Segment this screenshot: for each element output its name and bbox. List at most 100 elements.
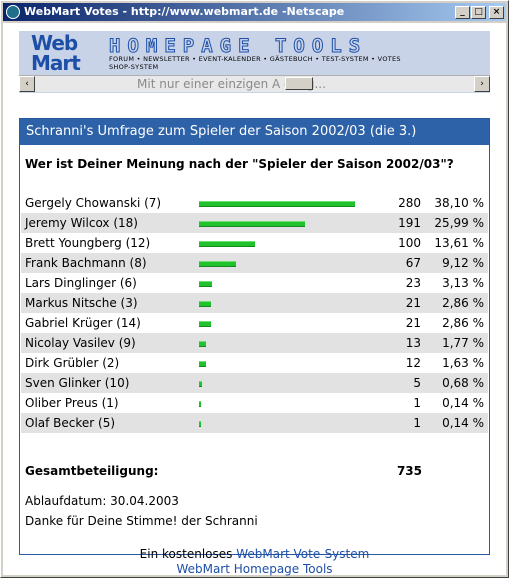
vote-percent: 25,99 % bbox=[434, 216, 484, 230]
footer: Ein kostenloses WebMart Vote-System WebM… bbox=[20, 547, 489, 577]
scroll-right-button[interactable]: › bbox=[474, 76, 490, 92]
option-label: Markus Nitsche (3) bbox=[25, 296, 138, 310]
logo-line-1: Web bbox=[31, 31, 78, 55]
bar-track bbox=[199, 193, 359, 213]
vote-percent: 0,68 % bbox=[442, 376, 484, 390]
vote-percent: 2,86 % bbox=[442, 296, 484, 310]
footer-prefix: Ein kostenloses bbox=[139, 547, 237, 561]
vote-count: 21 bbox=[405, 316, 421, 330]
result-bar bbox=[199, 421, 201, 427]
result-bar bbox=[199, 381, 202, 387]
result-row: Oliber Preus (1) 1 0,14 % bbox=[21, 393, 488, 413]
vote-percent: 9,12 % bbox=[442, 256, 484, 270]
minimize-button[interactable]: _ bbox=[455, 6, 470, 19]
option-label: Gergely Chowanski (7) bbox=[25, 196, 162, 210]
bar-track bbox=[199, 333, 359, 353]
result-bar bbox=[199, 221, 305, 227]
result-row: Sven Glinker (10) 5 0,68 % bbox=[21, 373, 488, 393]
scroll-left-button[interactable]: ‹ bbox=[19, 76, 35, 92]
window-title: WebMart Votes - http://www.webmart.de -N… bbox=[24, 5, 345, 18]
option-label: Gabriel Krüger (14) bbox=[25, 316, 141, 330]
option-label: Frank Bachmann (8) bbox=[25, 256, 147, 270]
result-bar bbox=[199, 401, 201, 407]
bar-track bbox=[199, 413, 359, 433]
vote-count: 23 bbox=[405, 276, 421, 290]
vote-count: 191 bbox=[398, 216, 421, 230]
option-label: Olaf Becker (5) bbox=[25, 416, 116, 430]
homepage-tools-link[interactable]: WebMart Homepage Tools bbox=[176, 562, 333, 576]
thanks-message: Danke für Deine Stimme! der Schranni bbox=[25, 514, 258, 528]
expiry-date: Ablaufdatum: 30.04.2003 bbox=[25, 494, 179, 508]
total-value: 735 bbox=[396, 464, 422, 478]
result-row: Dirk Grübler (2) 12 1,63 % bbox=[21, 353, 488, 373]
result-bar bbox=[199, 201, 355, 207]
banner-menu-line-2: SHOP-SYSTEM bbox=[109, 63, 159, 71]
vote-system-link[interactable]: WebMart Vote-System bbox=[236, 547, 370, 561]
result-row: Lars Dinglinger (6) 23 3,13 % bbox=[21, 273, 488, 293]
bar-track bbox=[199, 233, 359, 253]
webmart-banner: Web Mart HOMEPAGE TOOLS FORUM • NEWSLETT… bbox=[19, 31, 490, 93]
poll-header: Schranni's Umfrage zum Spieler der Saiso… bbox=[20, 119, 489, 145]
vote-count: 12 bbox=[405, 356, 421, 370]
marquee-scrollbar[interactable]: ‹ Mit nur einer einzigen A dung... › bbox=[19, 75, 490, 92]
result-bar bbox=[199, 341, 206, 347]
result-bar bbox=[199, 361, 206, 367]
bar-track bbox=[199, 353, 359, 373]
bar-track bbox=[199, 273, 359, 293]
vote-percent: 1,63 % bbox=[442, 356, 484, 370]
poll-total: Gesamtbeteiligung: 735 bbox=[25, 462, 490, 480]
close-button[interactable]: × bbox=[489, 6, 504, 19]
vote-count: 1 bbox=[413, 416, 421, 430]
result-row: Frank Bachmann (8) 67 9,12 % bbox=[21, 253, 488, 273]
vote-percent: 3,13 % bbox=[442, 276, 484, 290]
vote-count: 21 bbox=[405, 296, 421, 310]
maximize-button[interactable]: □ bbox=[471, 6, 486, 19]
vote-percent: 0,14 % bbox=[442, 396, 484, 410]
result-bar bbox=[199, 241, 255, 247]
vote-percent: 2,86 % bbox=[442, 316, 484, 330]
result-row: Olaf Becker (5) 1 0,14 % bbox=[21, 413, 488, 433]
logo-line-2: Mart bbox=[31, 51, 81, 75]
vote-percent: 1,77 % bbox=[442, 336, 484, 350]
result-bar bbox=[199, 301, 211, 307]
vote-count: 280 bbox=[398, 196, 421, 210]
option-label: Jeremy Wilcox (18) bbox=[25, 216, 138, 230]
poll-results: Gergely Chowanski (7) 280 38,10 % Jeremy Wi… bbox=[21, 193, 488, 433]
option-label: Lars Dinglinger (6) bbox=[25, 276, 137, 290]
vote-count: 1 bbox=[413, 396, 421, 410]
poll-panel: Schranni's Umfrage zum Spieler der Saiso… bbox=[19, 118, 490, 576]
homepage-tools-heading: HOMEPAGE TOOLS bbox=[108, 35, 368, 58]
webmart-logo[interactable]: Web Mart bbox=[31, 33, 95, 77]
marquee-text: Mit nur einer einzigen A dung... bbox=[137, 77, 326, 91]
bar-track bbox=[199, 313, 359, 333]
result-row: Markus Nitsche (3) 21 2,86 % bbox=[21, 293, 488, 313]
option-label: Brett Youngberg (12) bbox=[25, 236, 151, 250]
title-bar: WebMart Votes - http://www.webmart.de -N… bbox=[3, 3, 506, 21]
result-row: Jeremy Wilcox (18) 191 25,99 % bbox=[21, 213, 488, 233]
option-label: Dirk Grübler (2) bbox=[25, 356, 120, 370]
vote-count: 100 bbox=[398, 236, 421, 250]
result-row: Brett Youngberg (12) 100 13,61 % bbox=[21, 233, 488, 253]
result-row: Gabriel Krüger (14) 21 2,86 % bbox=[21, 313, 488, 333]
bar-track bbox=[199, 373, 359, 393]
result-row: Nicolay Vasilev (9) 13 1,77 % bbox=[21, 333, 488, 353]
option-label: Nicolay Vasilev (9) bbox=[25, 336, 136, 350]
vote-count: 13 bbox=[405, 336, 421, 350]
banner-menu-line-1: FORUM • NEWSLETTER • EVENT-KALENDER • GÄ… bbox=[109, 55, 401, 63]
result-bar bbox=[199, 261, 236, 267]
netscape-icon bbox=[6, 5, 20, 19]
bar-track bbox=[199, 253, 359, 273]
result-row: Gergely Chowanski (7) 280 38,10 % bbox=[21, 193, 488, 213]
poll-question: Wer ist Deiner Meinung nach der "Spieler… bbox=[25, 157, 454, 171]
scroll-thumb[interactable] bbox=[285, 77, 313, 90]
result-bar bbox=[199, 321, 211, 327]
total-label: Gesamtbeteiligung: bbox=[25, 464, 159, 478]
option-label: Oliber Preus (1) bbox=[25, 396, 119, 410]
bar-track bbox=[199, 293, 359, 313]
vote-percent: 0,14 % bbox=[442, 416, 484, 430]
banner-menu[interactable]: FORUM • NEWSLETTER • EVENT-KALENDER • GÄ… bbox=[109, 55, 484, 71]
vote-count: 5 bbox=[413, 376, 421, 390]
page-content: Web Mart HOMEPAGE TOOLS FORUM • NEWSLETT… bbox=[3, 23, 506, 576]
vote-percent: 38,10 % bbox=[434, 196, 484, 210]
